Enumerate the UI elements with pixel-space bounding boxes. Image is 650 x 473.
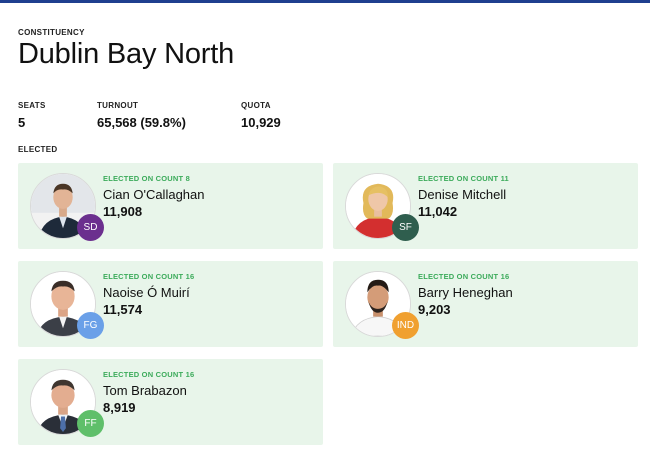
candidate-votes: 11,908	[103, 204, 143, 219]
top-accent-bar	[0, 0, 650, 3]
candidate-card[interactable]: IND ELECTED ON COUNT 16 Barry Heneghan 9…	[333, 261, 638, 347]
avatar: SF	[345, 173, 419, 241]
party-badge: SD	[77, 214, 104, 241]
stat-quota: QUOTA 10,929	[241, 101, 281, 130]
candidate-card[interactable]: FG ELECTED ON COUNT 16 Naoise Ó Muirí 11…	[18, 261, 323, 347]
candidate-name: Cian O'Callaghan	[103, 187, 205, 202]
elected-count: ELECTED ON COUNT 11	[418, 174, 509, 183]
stat-quota-value: 10,929	[241, 115, 281, 130]
stat-turnout: TURNOUT 65,568 (59.8%)	[97, 101, 186, 130]
stat-seats: SEATS 5	[18, 101, 46, 130]
party-badge: IND	[392, 312, 419, 339]
candidate-votes: 11,574	[103, 302, 143, 317]
party-badge: SF	[392, 214, 419, 241]
candidate-name: Tom Brabazon	[103, 383, 187, 398]
party-badge: FF	[77, 410, 104, 437]
candidate-votes: 8,919	[103, 400, 136, 415]
stat-quota-label: QUOTA	[241, 101, 271, 110]
stat-turnout-value: 65,568 (59.8%)	[97, 115, 186, 130]
candidate-card[interactable]: SD ELECTED ON COUNT 8 Cian O'Callaghan 1…	[18, 163, 323, 249]
elected-section-label: ELECTED	[18, 145, 58, 154]
elected-count: ELECTED ON COUNT 16	[103, 370, 195, 379]
elected-count: ELECTED ON COUNT 8	[103, 174, 190, 183]
candidate-name: Barry Heneghan	[418, 285, 513, 300]
candidate-votes: 11,042	[418, 204, 458, 219]
candidate-votes: 9,203	[418, 302, 451, 317]
stat-seats-value: 5	[18, 115, 26, 130]
candidate-name: Denise Mitchell	[418, 187, 507, 202]
constituency-label: CONSTITUENCY	[18, 28, 85, 37]
party-badge: FG	[77, 312, 104, 339]
candidate-photo	[345, 271, 411, 337]
avatar: SD	[30, 173, 104, 241]
elected-count: ELECTED ON COUNT 16	[103, 272, 195, 281]
stat-turnout-label: TURNOUT	[97, 101, 139, 110]
stat-seats-label: SEATS	[18, 101, 46, 110]
page-title: Dublin Bay North	[18, 38, 235, 70]
candidate-photo	[30, 173, 96, 239]
elected-count: ELECTED ON COUNT 16	[418, 272, 510, 281]
candidate-name: Naoise Ó Muirí	[103, 285, 190, 300]
avatar: FF	[30, 369, 104, 437]
avatar: IND	[345, 271, 419, 339]
avatar: FG	[30, 271, 104, 339]
candidate-card[interactable]: FF ELECTED ON COUNT 16 Tom Brabazon 8,91…	[18, 359, 323, 445]
candidate-card[interactable]: SF ELECTED ON COUNT 11 Denise Mitchell 1…	[333, 163, 638, 249]
